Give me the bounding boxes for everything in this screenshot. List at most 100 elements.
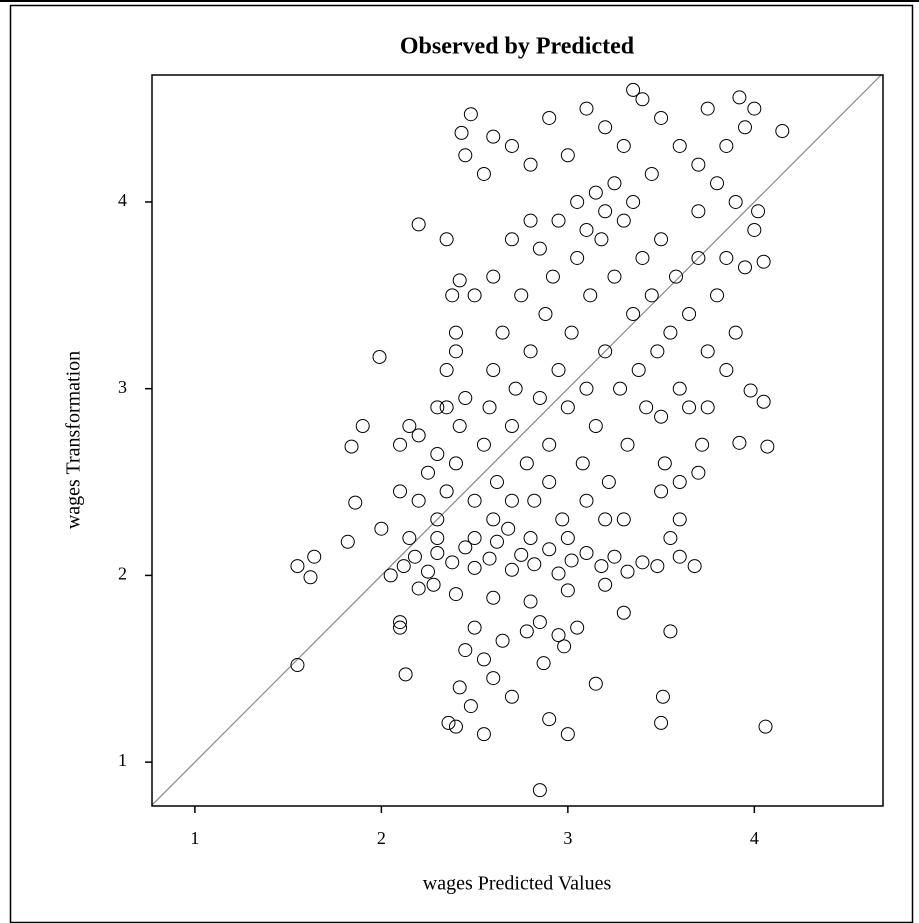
point xyxy=(523,594,538,609)
point xyxy=(542,542,557,557)
point xyxy=(598,577,613,592)
x-axis-label: wages Predicted Values xyxy=(423,873,612,895)
point xyxy=(527,493,542,508)
point xyxy=(719,250,734,265)
point xyxy=(672,381,687,396)
point xyxy=(504,689,519,704)
point xyxy=(700,400,715,415)
point xyxy=(527,557,542,572)
point xyxy=(635,555,650,570)
point xyxy=(654,715,669,730)
point xyxy=(570,250,585,265)
point xyxy=(411,428,426,443)
point xyxy=(542,712,557,727)
point xyxy=(383,568,398,583)
reference-line xyxy=(151,74,882,806)
point xyxy=(532,783,547,798)
point xyxy=(303,570,318,585)
x-tick-label: 2 xyxy=(377,828,386,848)
point xyxy=(467,531,482,546)
point xyxy=(775,124,790,139)
point xyxy=(430,512,445,527)
point xyxy=(430,447,445,462)
point xyxy=(635,250,650,265)
point xyxy=(486,129,501,144)
point xyxy=(458,148,473,163)
point xyxy=(467,288,482,303)
point xyxy=(588,676,603,691)
point xyxy=(719,363,734,378)
point xyxy=(411,217,426,232)
point xyxy=(344,439,359,454)
point xyxy=(663,325,678,340)
point xyxy=(486,512,501,527)
point xyxy=(663,531,678,546)
point xyxy=(495,633,510,648)
point xyxy=(398,667,413,682)
point xyxy=(560,400,575,415)
point xyxy=(751,204,766,219)
point xyxy=(663,624,678,639)
point xyxy=(732,435,747,450)
point xyxy=(452,273,467,288)
point xyxy=(486,269,501,284)
point xyxy=(594,232,609,247)
point xyxy=(598,204,613,219)
point xyxy=(601,475,616,490)
point xyxy=(639,400,654,415)
point xyxy=(532,615,547,630)
point xyxy=(532,391,547,406)
point xyxy=(430,531,445,546)
point xyxy=(728,325,743,340)
point xyxy=(598,120,613,135)
point xyxy=(555,512,570,527)
point xyxy=(542,437,557,452)
point xyxy=(743,383,758,398)
point xyxy=(594,559,609,574)
point xyxy=(458,540,473,555)
point xyxy=(560,583,575,598)
point xyxy=(448,587,463,602)
point xyxy=(616,138,631,153)
point xyxy=(710,288,725,303)
point xyxy=(430,400,445,415)
point xyxy=(691,250,706,265)
point xyxy=(616,512,631,527)
point xyxy=(463,699,478,714)
plot-border xyxy=(151,74,884,807)
point xyxy=(588,185,603,200)
point xyxy=(654,409,669,424)
point xyxy=(439,363,454,378)
point xyxy=(504,232,519,247)
point xyxy=(613,381,628,396)
point xyxy=(420,564,435,579)
point xyxy=(635,92,650,107)
point xyxy=(542,475,557,490)
point xyxy=(393,484,408,499)
point xyxy=(467,620,482,635)
point xyxy=(396,559,411,574)
point xyxy=(682,306,697,321)
point xyxy=(598,512,613,527)
point xyxy=(650,559,665,574)
point xyxy=(583,288,598,303)
y-tick-label: 2 xyxy=(118,564,127,584)
point xyxy=(551,566,566,581)
point xyxy=(607,176,622,191)
point xyxy=(700,344,715,359)
point xyxy=(551,363,566,378)
point xyxy=(760,439,775,454)
point xyxy=(441,715,456,730)
point xyxy=(747,101,762,116)
point xyxy=(476,652,491,667)
point xyxy=(687,559,702,574)
point xyxy=(532,241,547,256)
point xyxy=(655,689,670,704)
point xyxy=(607,269,622,284)
y-axis-label: wages Transformation xyxy=(63,351,85,529)
point xyxy=(482,551,497,566)
point xyxy=(631,363,646,378)
point xyxy=(508,381,523,396)
